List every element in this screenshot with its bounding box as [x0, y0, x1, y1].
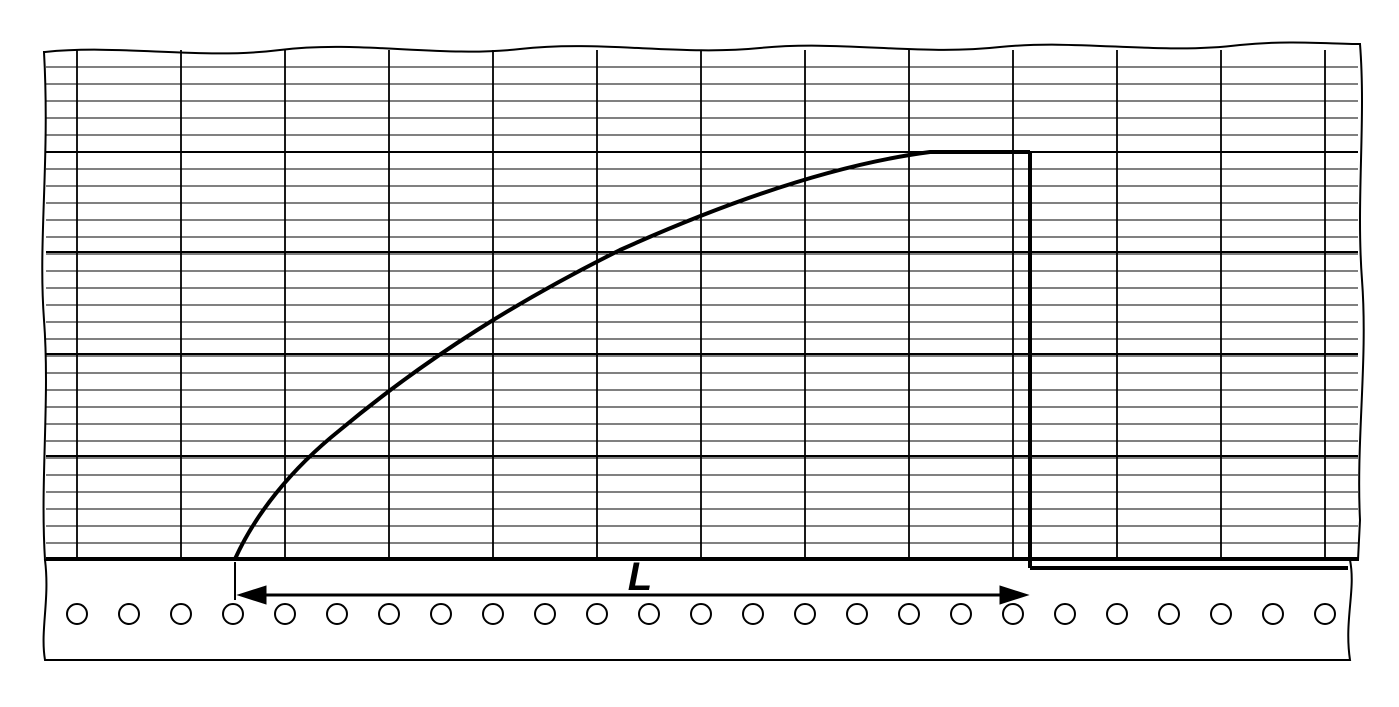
sprocket-hole [1262, 603, 1284, 625]
recorded-trace [85, 150, 1348, 570]
sprocket-hole [638, 603, 660, 625]
sprocket-hole [846, 603, 868, 625]
sprocket-hole [1106, 603, 1128, 625]
grid-sheet-outline [41, 41, 1365, 561]
sprocket-hole [690, 603, 712, 625]
sprocket-hole [1054, 603, 1076, 625]
sprocket-hole [118, 603, 140, 625]
sprocket-hole [326, 603, 348, 625]
sprocket-hole [274, 603, 296, 625]
sprocket-hole [742, 603, 764, 625]
dimension-arrow [234, 562, 1030, 605]
arrowhead-right [999, 585, 1030, 605]
sprocket-hole [534, 603, 556, 625]
sprocket-hole [1158, 603, 1180, 625]
sprocket-holes [66, 603, 1336, 625]
sprocket-hole [586, 603, 608, 625]
trace-curve [233, 150, 1030, 560]
sprocket-hole [222, 603, 244, 625]
sprocket-hole [430, 603, 452, 625]
sprocket-hole [898, 603, 920, 625]
sprocket-hole [66, 603, 88, 625]
sprocket-hole [170, 603, 192, 625]
sprocket-hole [482, 603, 504, 625]
sprocket-hole [1002, 603, 1024, 625]
sprocket-hole [1210, 603, 1232, 625]
sprocket-hole [950, 603, 972, 625]
sprocket-hole [794, 603, 816, 625]
length-label: L [628, 555, 652, 599]
sprocket-hole [378, 603, 400, 625]
sprocket-hole [1314, 603, 1336, 625]
chart-grid [46, 50, 1358, 559]
arrowhead-left [236, 585, 267, 605]
